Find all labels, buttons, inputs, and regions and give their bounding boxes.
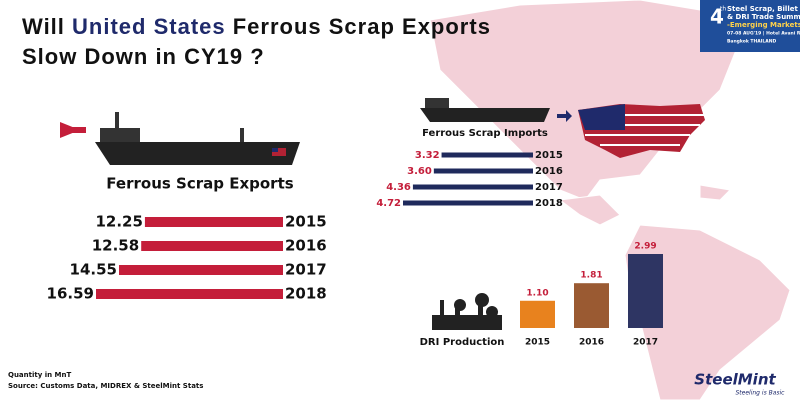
value-label: 1.10	[526, 288, 548, 298]
category-label: 2015	[285, 213, 327, 231]
logo-name: SteelMint	[694, 371, 776, 389]
bar	[141, 241, 283, 251]
bar	[433, 168, 533, 174]
title-part: Will	[22, 14, 72, 39]
category-label: 2015	[525, 338, 550, 348]
value-label: 14.55	[70, 261, 117, 279]
event-line: -Emerging Markets	[727, 21, 800, 29]
event-line: & DRI Trade Summit	[727, 13, 800, 21]
category-label: 2016	[285, 237, 327, 255]
value-label: 2.99	[634, 242, 656, 252]
bar	[574, 283, 609, 328]
event-line: Bangkok THAILAND	[727, 39, 777, 45]
category-label: 2017	[535, 182, 563, 193]
title-line1: Will United States Ferrous Scrap Exports	[22, 14, 491, 39]
category-label: 2018	[535, 198, 563, 209]
chart-title: Ferrous Scrap Imports	[422, 128, 548, 139]
category-label: 2017	[633, 338, 658, 348]
category-label: 2015	[535, 150, 563, 161]
bar	[403, 200, 533, 206]
event-badge: 4 th Steel Scrap, Billet& DRI Trade Summ…	[700, 0, 800, 52]
event-line: Steel Scrap, Billet	[727, 5, 798, 13]
map	[429, 0, 791, 400]
bar	[118, 265, 284, 275]
title-highlight: United States	[72, 14, 226, 39]
bar	[96, 289, 283, 299]
dri-plant	[432, 293, 502, 330]
category-label: 2018	[285, 285, 327, 303]
note: Quantity in MnT	[8, 371, 72, 379]
bar	[628, 254, 663, 328]
value-label: 12.58	[92, 237, 139, 255]
value-label: 12.25	[95, 213, 142, 231]
chart-title: Ferrous Scrap Exports	[106, 175, 293, 193]
value-label: 1.81	[580, 271, 602, 281]
export-ship	[60, 112, 300, 165]
value-label: 4.72	[376, 198, 401, 209]
value-label: 3.60	[407, 166, 432, 177]
category-label: 2016	[579, 338, 604, 348]
value-label: 16.59	[47, 285, 94, 303]
value-label: 3.32	[415, 150, 440, 161]
bar	[144, 217, 283, 227]
title-line2: Slow Down in CY19 ?	[22, 44, 265, 69]
event-number: 4	[710, 5, 724, 29]
event-suffix: th	[720, 6, 726, 13]
category-label: 2017	[285, 261, 327, 279]
bar	[441, 152, 533, 158]
event-line: 07-08 AUG'19 | Hotel Avani Riverside	[727, 31, 800, 37]
category-label: 2016	[535, 166, 563, 177]
title-part: Ferrous Scrap Exports	[226, 14, 491, 39]
value-label: 4.36	[386, 182, 411, 193]
bar	[520, 300, 555, 328]
chart-title: DRI Production	[420, 337, 505, 348]
note: Source: Customs Data, MIDREX & SteelMint…	[8, 382, 203, 390]
logo-tagline: Steeling is Basic	[736, 390, 786, 397]
bar	[412, 184, 533, 190]
import-ship	[420, 98, 705, 158]
